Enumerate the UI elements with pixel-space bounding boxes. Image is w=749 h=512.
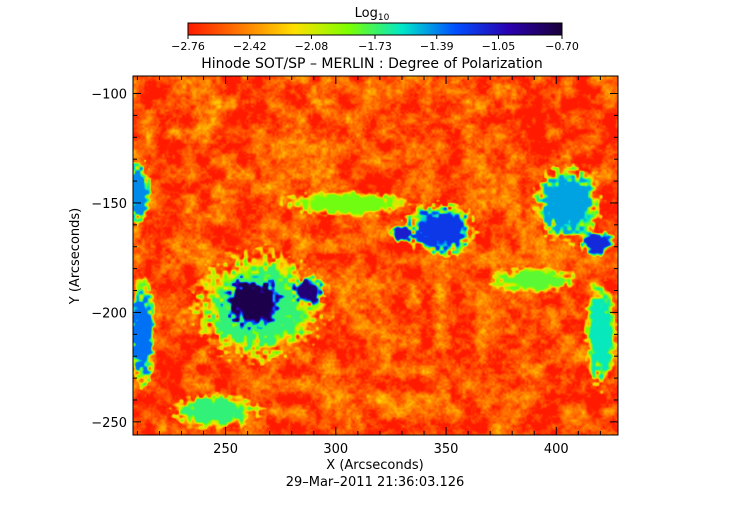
colorbar-tick-label: −2.76 [171, 40, 205, 53]
y-tick-label: −150 [91, 197, 127, 212]
colorbar-tick-label: −1.39 [420, 40, 454, 53]
chart-title: Hinode SOT/SP – MERLIN : Degree of Polar… [201, 56, 543, 72]
y-axis-label: Y (Arcseconds) [68, 208, 83, 305]
x-tick-label: 300 [323, 442, 348, 457]
heatmap-image [133, 76, 618, 435]
y-tick-label: −100 [91, 88, 127, 103]
colorbar-label: Log10 [355, 6, 390, 23]
colorbar-tick-label: −2.42 [233, 40, 267, 53]
colorbar-ticks: −2.76 −2.42 −2.08 −1.73 −1.39 −1.05 −0.70 [171, 35, 579, 53]
plot-frame [132, 75, 619, 436]
colorbar-tick-label: −0.70 [545, 40, 579, 53]
x-tick-label: 400 [544, 442, 569, 457]
y-tick-label: −200 [91, 306, 127, 321]
plot-axes: 250 300 350 400 −100 −150 −200 −250 [91, 76, 618, 457]
colorbar [187, 22, 563, 36]
colorbar-tick-label: −2.08 [295, 40, 329, 53]
x-axis-label: X (Arcseconds) [326, 458, 423, 473]
x-tick-label: 350 [434, 442, 459, 457]
y-tick-label: −250 [91, 416, 127, 431]
timestamp: 29–Mar–2011 21:36:03.126 [286, 475, 465, 490]
colorbar-tick-label: −1.73 [358, 40, 392, 53]
x-tick-label: 250 [213, 442, 238, 457]
colorbar-tick-label: −1.05 [482, 40, 516, 53]
